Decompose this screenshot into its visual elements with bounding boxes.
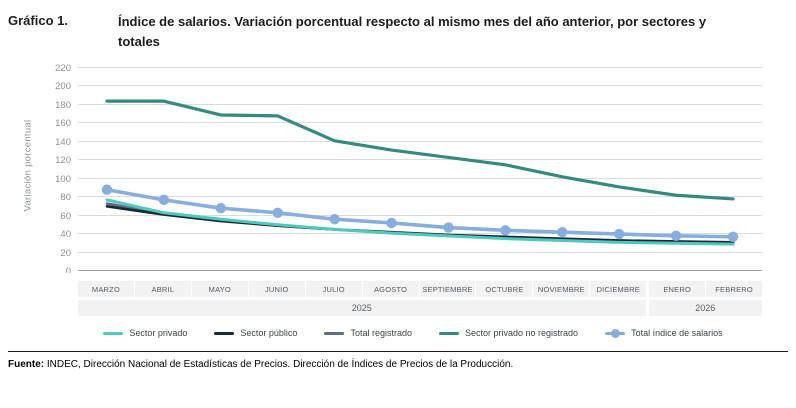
x-tick-septiembre: SEPTIEMBRE [419,281,476,298]
chart-legend: Sector privado Sector público Total regist… [8,328,788,338]
data-point-total-indice-salarios [670,230,682,242]
series-line-total-indice-salarios [105,188,735,239]
y-tick-label: 60 [60,211,71,222]
x-tick-agosto: AGOSTO [362,281,419,298]
y-tick-label: 80 [60,192,71,203]
legend-label-sector-publico: Sector público [240,328,298,339]
legend-marker-total-indice-salarios [605,328,626,338]
legend-label-sector-privado: Sector privado [129,328,188,339]
data-point-total-indice-salarios [272,207,283,219]
x-tick-marzo: MARZO [78,281,134,298]
data-point-total-indice-salarios [500,225,511,236]
data-point-total-indice-salarios [386,218,397,229]
chart-area: Variación porcentual 0 20 40 60 80 100 120 140 1… [8,60,788,317]
y-tick-label: 100 [55,174,71,185]
x-tick-julio: JULIO [305,281,362,298]
series-line-total-registrado [105,202,735,245]
series-line-sector-privado [105,198,735,246]
data-point-total-indice-salarios [443,222,454,234]
y-tick-label: 220 [55,63,71,74]
footer-divider [8,351,788,353]
x-axis-years: 2025 2026 [78,300,762,317]
chart-title: Índice de salarios. Variación porcentual… [118,14,707,50]
data-point-total-indice-salarios [727,231,739,243]
year-group-2026: 2026 [648,300,762,317]
legend-label-total-indice-salarios: Total índice de salarios [631,328,723,339]
data-point-total-indice-salarios [613,229,625,240]
chart-header: Gráfico 1. Índice de salarios. Variación… [8,12,788,52]
y-tick-label: 160 [55,118,71,129]
legend-marker-total-registrado [324,331,345,335]
y-tick-label: 180 [55,100,71,111]
y-tick-label: 120 [55,155,71,166]
legend-item-total-indice-salarios: Total índice de salarios [605,328,723,338]
y-tick-label: 20 [60,248,71,259]
graph-number: Gráfico 1. [8,13,68,28]
source-note: Fuente: INDEC, Dirección Nacional de Est… [8,359,788,370]
series-line-sector-privado-no-registrado [105,99,735,201]
source-label: Fuente: [8,359,45,371]
legend-marker-sector-privado [103,331,124,335]
x-tick-noviembre: NOVIEMBRE [533,281,590,298]
legend-item-sector-publico: Sector público [214,328,297,338]
y-axis-title: Variación porcentual [22,119,34,212]
legend-item-sector-privado-no-registrado: Sector privado no registrado [439,328,578,338]
legend-marker-sector-privado-no-registrado [439,331,459,335]
y-tick-label: 0 [66,266,71,273]
x-tick-diciembre: DICIEMBRE [590,281,647,298]
year-group-2025: 2025 [78,300,646,317]
data-point-total-indice-salarios [329,214,340,225]
y-tick-label: 200 [55,81,71,92]
y-tick-label: 140 [55,137,71,148]
legend-marker-sector-publico [214,331,235,335]
legend-label-total-registrado: Total registrado [350,328,412,339]
y-tick-label: 40 [60,229,71,240]
y-axis-column: Variación porcentual [8,60,34,316]
legend-item-total-registrado: Total registrado [324,328,412,338]
plot-column: 0 20 40 60 80 100 120 140 160 180 200 220 MARZO ABRI… [26,60,788,317]
x-tick-mayo: MAYO [191,281,248,298]
x-tick-octubre: OCTUBRE [476,281,533,298]
legend-item-sector-privado: Sector privado [103,328,187,338]
source-text: INDEC, Dirección Nacional de Estadística… [44,359,514,371]
x-axis-months: MARZO ABRIL MAYO JUNIO JULIO AGOSTO SEPTIEMBRE… [78,281,763,298]
x-tick-enero: ENERO [649,281,706,298]
data-point-total-indice-salarios [557,227,568,238]
data-point-total-indice-salarios [158,194,170,206]
x-tick-abril: ABRIL [134,281,191,298]
legend-dot-total-indice-salarios [610,328,620,338]
x-tick-junio: JUNIO [248,281,305,298]
line-chart-canvas: 0 20 40 60 80 100 120 140 160 180 200 220 [55,63,762,277]
data-point-total-indice-salarios [101,184,113,196]
legend-label-sector-privado-no-registrado: Sector privado no registrado [465,328,579,339]
x-tick-febrero: FEBRERO [706,281,763,298]
data-point-total-indice-salarios [215,203,227,214]
